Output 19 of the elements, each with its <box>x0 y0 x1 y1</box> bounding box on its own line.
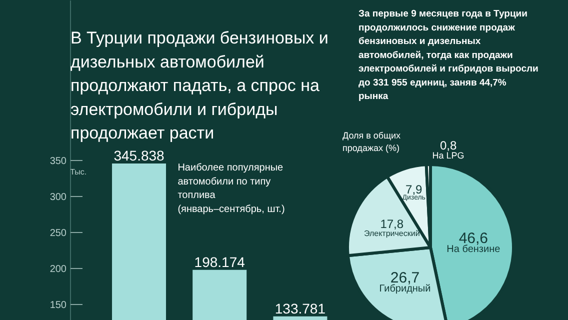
data-label: 17,8 <box>380 217 404 232</box>
y-tick-label: 250 <box>50 228 67 240</box>
data-label: 345.838 <box>114 148 165 164</box>
chart-subtitle: Доля в общих продажах (%) <box>342 130 402 153</box>
y-tick-label: 200 <box>50 264 67 276</box>
slice-label: На бензине <box>446 244 501 256</box>
y-tick-label: 150 <box>50 300 67 312</box>
slice-label: На LPG <box>432 150 464 160</box>
data-label: 0,8 <box>440 138 457 152</box>
y-axis-title: Тыс. <box>70 168 87 176</box>
text: За первые 9 месяцев года в Турции продолжилось снижение продаж бензиновых и дизельных автомобилей, тогда как продажи электромобилей и гибридов выросли до 331 955 единиц, заняв 44,7% рынка <box>358 8 539 102</box>
y-tick-label: 350 <box>50 156 67 167</box>
text: В Турции продажи бензиновых и дизельных автомобилей продолжают падать, а спрос на электромобили и гибриды продолжает расти <box>70 28 328 142</box>
text: Наиболее популярные автомобили по типу топлива (январь–сентябрь, шт.) <box>178 162 285 215</box>
slice-label: Гибридный <box>379 283 431 294</box>
data-label: 198.174 <box>194 254 246 270</box>
slice-label: Электрический <box>364 229 420 238</box>
data-label: 133.781 <box>274 300 326 316</box>
y-tick-label: 300 <box>50 192 67 204</box>
